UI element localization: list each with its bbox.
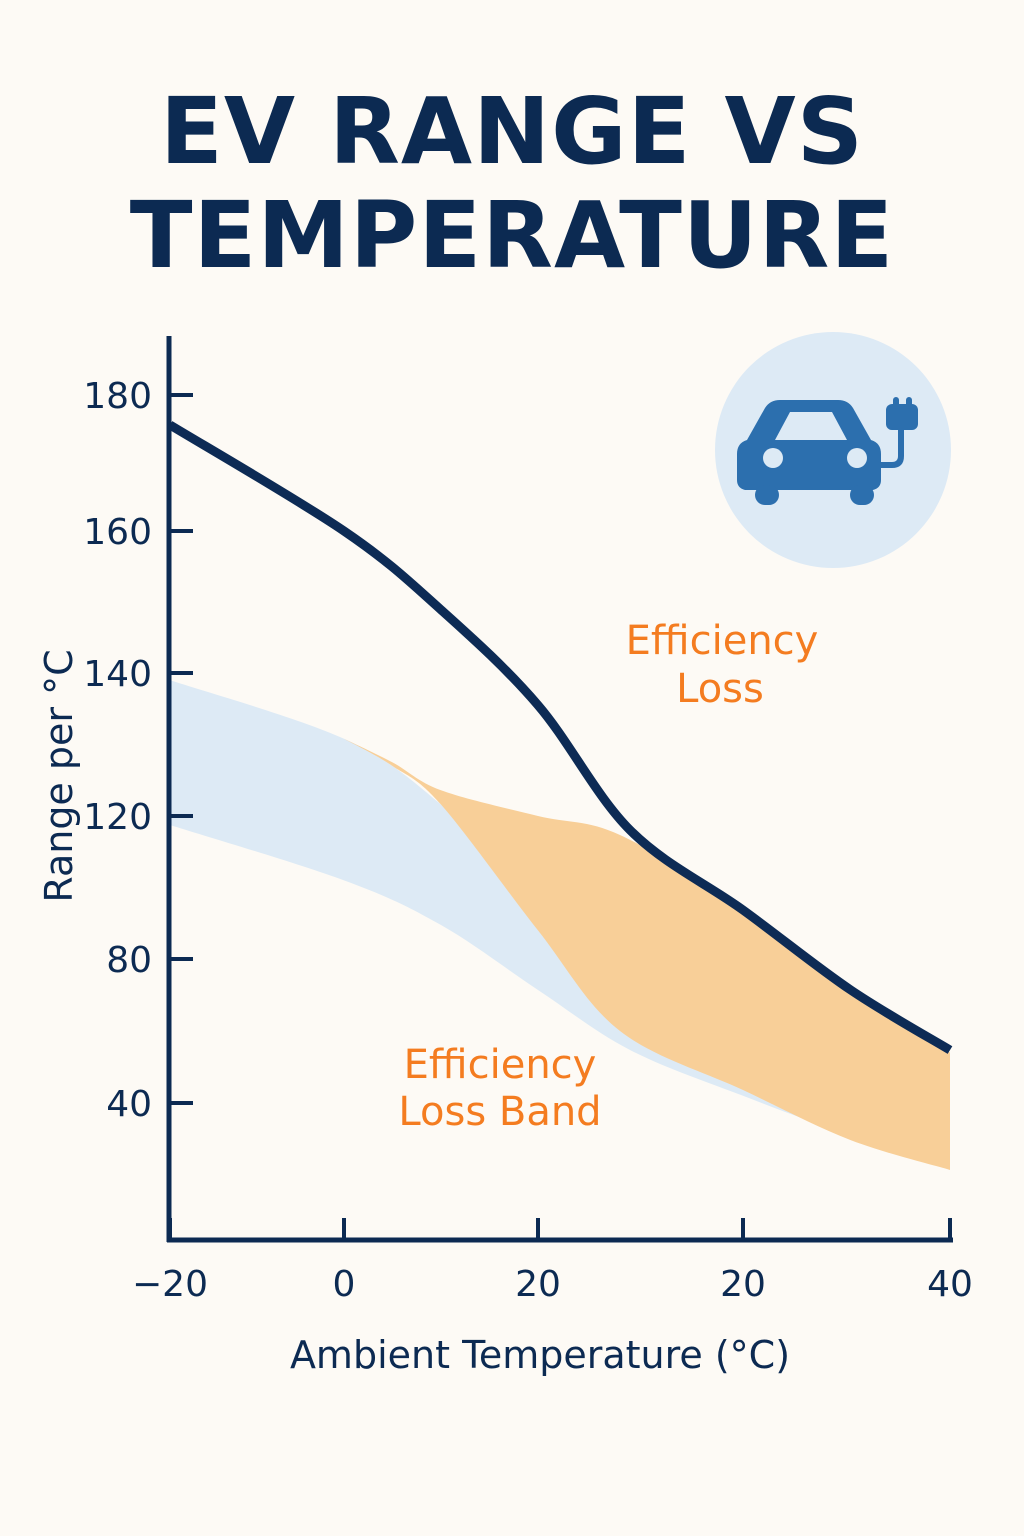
x-tick-label: 0 xyxy=(333,1264,356,1305)
y-tick-label: 40 xyxy=(106,1084,152,1125)
annotation-line: Loss xyxy=(676,666,764,712)
y-axis-title: Range per °C xyxy=(37,649,81,902)
electric-car-plug-icon xyxy=(715,332,951,568)
x-tick-label: −20 xyxy=(132,1264,208,1305)
x-axis-title: Ambient Temperature (°C) xyxy=(290,1333,790,1377)
title-line-1: EV RANGE VS xyxy=(160,78,864,185)
x-tick-label: 20 xyxy=(720,1264,766,1305)
annotation-line: Efficiency xyxy=(626,618,819,664)
annotation-line: Efficiency xyxy=(404,1042,597,1088)
annotation-efficiency-loss: Efficiency Loss xyxy=(626,618,819,712)
annotation-efficiency-loss-band: Efficiency Loss Band xyxy=(398,1042,601,1135)
chart-title: EV RANGE VS TEMPERATURE xyxy=(0,80,1024,288)
x-tick-label: 20 xyxy=(515,1264,561,1305)
x-tick-label: 40 xyxy=(927,1264,973,1305)
main-line-series xyxy=(167,421,953,1054)
y-tick-label: 120 xyxy=(83,797,152,838)
title-line-2: TEMPERATURE xyxy=(129,182,895,289)
orange-band xyxy=(344,738,950,1170)
y-tick-label: 160 xyxy=(83,512,152,553)
y-tick-label: 140 xyxy=(83,654,152,695)
y-tick-label: 80 xyxy=(106,940,152,981)
annotation-line: Loss Band xyxy=(398,1089,601,1135)
y-tick-label: 180 xyxy=(83,376,152,417)
